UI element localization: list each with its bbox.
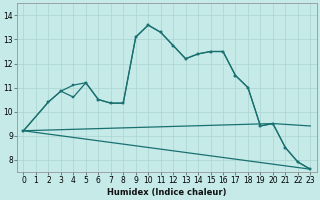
X-axis label: Humidex (Indice chaleur): Humidex (Indice chaleur) [107, 188, 227, 197]
